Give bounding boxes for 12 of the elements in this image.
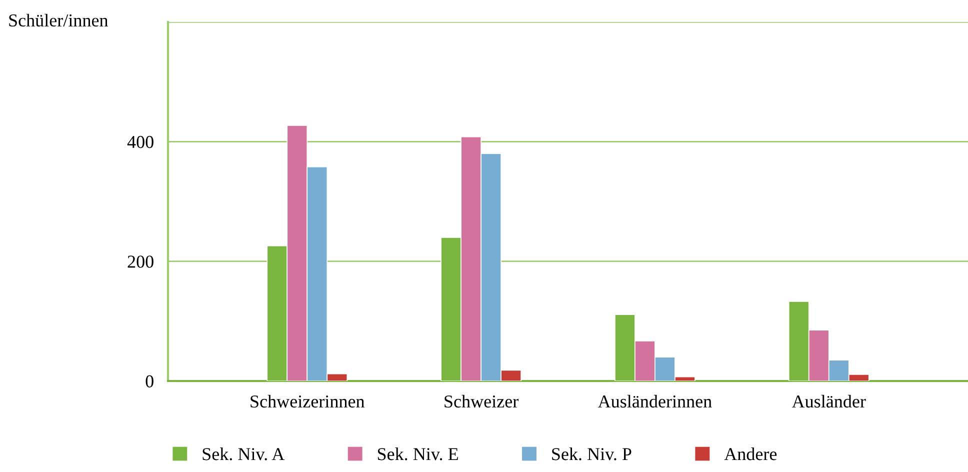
legend-label: Sek. Niv. E — [378, 448, 458, 460]
legend-label: Sek. Niv. P — [552, 448, 632, 460]
y-axis-title: Schüler/innen — [9, 14, 108, 27]
legend-label: Sek. Niv. A — [202, 448, 285, 460]
x-tick-label: Schweizer — [444, 394, 518, 408]
x-tick-label: Schweizerinnen — [250, 394, 365, 408]
x-tick-label: Ausländer — [792, 394, 866, 408]
x-tick-label: Ausländerinnen — [598, 394, 712, 408]
y-tick-label: 0 — [146, 375, 154, 388]
y-tick-label: 200 — [128, 256, 154, 268]
y-tick-label: 400 — [127, 136, 154, 148]
legend-label: Andere — [724, 448, 777, 460]
